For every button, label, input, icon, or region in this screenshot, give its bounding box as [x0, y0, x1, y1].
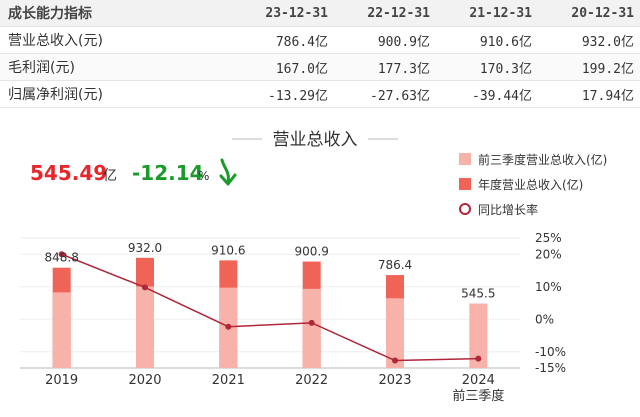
table-header-cell: 22-12-31 — [334, 0, 436, 27]
table-header-cell: 21-12-31 — [436, 0, 538, 27]
bar-value-label: 910.6 — [211, 243, 245, 257]
growth-line-series — [58, 251, 482, 364]
row-label: 归属净利润(元) — [0, 80, 232, 108]
bar-value-label: 848.8 — [44, 251, 78, 265]
growth-indicator-table: 成长能力指标 23-12-31 22-12-31 21-12-31 20-12-… — [0, 0, 640, 108]
x-tick-label: 2023 — [378, 373, 411, 388]
bar-value-label: 900.9 — [294, 245, 328, 259]
right-tick-label: -10% — [535, 345, 566, 359]
growth-point — [475, 355, 482, 362]
x-tick-label: 前三季度 — [452, 388, 504, 404]
growth-point — [392, 357, 398, 364]
table-cell: 932.0亿 — [538, 26, 640, 54]
table-cell: 199.2亿 — [538, 53, 640, 81]
chart-right-axis: 25% 20% 10% 0% -10% -15% — [535, 231, 566, 375]
x-tick-label: 2019 — [45, 373, 78, 388]
growth-point — [308, 319, 315, 326]
legend-swatch-annual — [459, 178, 471, 190]
right-tick-label: 25% — [535, 231, 562, 245]
table-cell: 167.0亿 — [232, 53, 334, 81]
x-tick-label: 2022 — [295, 373, 328, 388]
legend-swatch-q3 — [459, 153, 471, 165]
table-header-cell: 23-12-31 — [232, 0, 334, 27]
table-cell: -27.63亿 — [334, 80, 436, 108]
kpi-value: 545.49 — [30, 161, 107, 185]
table-cell: 910.6亿 — [436, 26, 538, 54]
table-cell: -39.44亿 — [436, 80, 538, 108]
chart-grid — [20, 237, 520, 369]
right-tick-label: 20% — [535, 247, 562, 261]
bar-q3 — [302, 288, 321, 368]
chart-data-labels: 848.8 932.0 910.6 900.9 786.4 545.5 — [44, 241, 495, 301]
revenue-chart-panel: 营业总收入 545.49 亿 -12.14 % 前三季度营业总收入(亿) 年度营… — [0, 118, 640, 413]
bar-value-label: 545.5 — [461, 287, 495, 301]
table-cell: 17.94亿 — [538, 80, 640, 108]
legend-label-annual: 年度营业总收入(亿) — [478, 177, 583, 192]
table-cell: 177.3亿 — [334, 53, 436, 81]
chart-bars — [52, 257, 488, 368]
table-row: 归属净利润(元) -13.29亿 -27.63亿 -39.44亿 17.94亿 — [0, 80, 640, 108]
revenue-chart: 营业总收入 545.49 亿 -12.14 % 前三季度营业总收入(亿) 年度营… — [20, 130, 607, 404]
table-row: 毛利润(元) 167.0亿 177.3亿 170.3亿 199.2亿 — [0, 53, 640, 81]
row-label: 毛利润(元) — [0, 53, 232, 81]
bar-q3 — [469, 303, 488, 368]
kpi-unit: 亿 — [103, 168, 117, 184]
kpi-change: -12.14 — [132, 161, 204, 185]
table-header-row: 成长能力指标 23-12-31 22-12-31 21-12-31 20-12-… — [0, 0, 640, 27]
kpi-percent-sign: % — [198, 169, 209, 183]
growth-point — [225, 323, 232, 330]
legend-swatch-growth — [459, 203, 471, 215]
table-cell: 170.3亿 — [436, 53, 538, 81]
table-header-cell: 20-12-31 — [538, 0, 640, 27]
right-tick-label: -15% — [535, 361, 566, 375]
growth-point — [58, 251, 65, 258]
legend-label-growth: 同比增长率 — [478, 202, 538, 217]
chart-legend: 前三季度营业总收入(亿) 年度营业总收入(亿) 同比增长率 — [459, 152, 607, 217]
bar-value-label: 786.4 — [378, 258, 412, 272]
arrow-down-icon — [219, 158, 237, 186]
growth-line — [61, 253, 479, 362]
right-tick-label: 10% — [535, 280, 562, 294]
bar-q3 — [136, 286, 154, 368]
bar-q3 — [386, 298, 404, 368]
row-label: 营业总收入(元) — [0, 26, 232, 54]
x-tick-label: 2021 — [212, 373, 245, 388]
table-header-cell: 成长能力指标 — [0, 0, 232, 27]
table-cell: 786.4亿 — [232, 26, 334, 54]
x-tick-label: 2020 — [128, 373, 161, 388]
bar-q3 — [52, 292, 71, 368]
table-cell: 900.9亿 — [334, 26, 436, 54]
growth-point — [142, 284, 148, 291]
x-tick-label: 2024 — [462, 373, 495, 388]
legend-label-q3: 前三季度营业总收入(亿) — [478, 152, 607, 167]
table-cell: -13.29亿 — [232, 80, 334, 108]
right-tick-label: 0% — [535, 312, 554, 326]
chart-title: 营业总收入 — [273, 130, 358, 150]
bar-value-label: 932.0 — [128, 241, 162, 255]
table-row: 营业总收入(元) 786.4亿 900.9亿 910.6亿 932.0亿 — [0, 26, 640, 54]
